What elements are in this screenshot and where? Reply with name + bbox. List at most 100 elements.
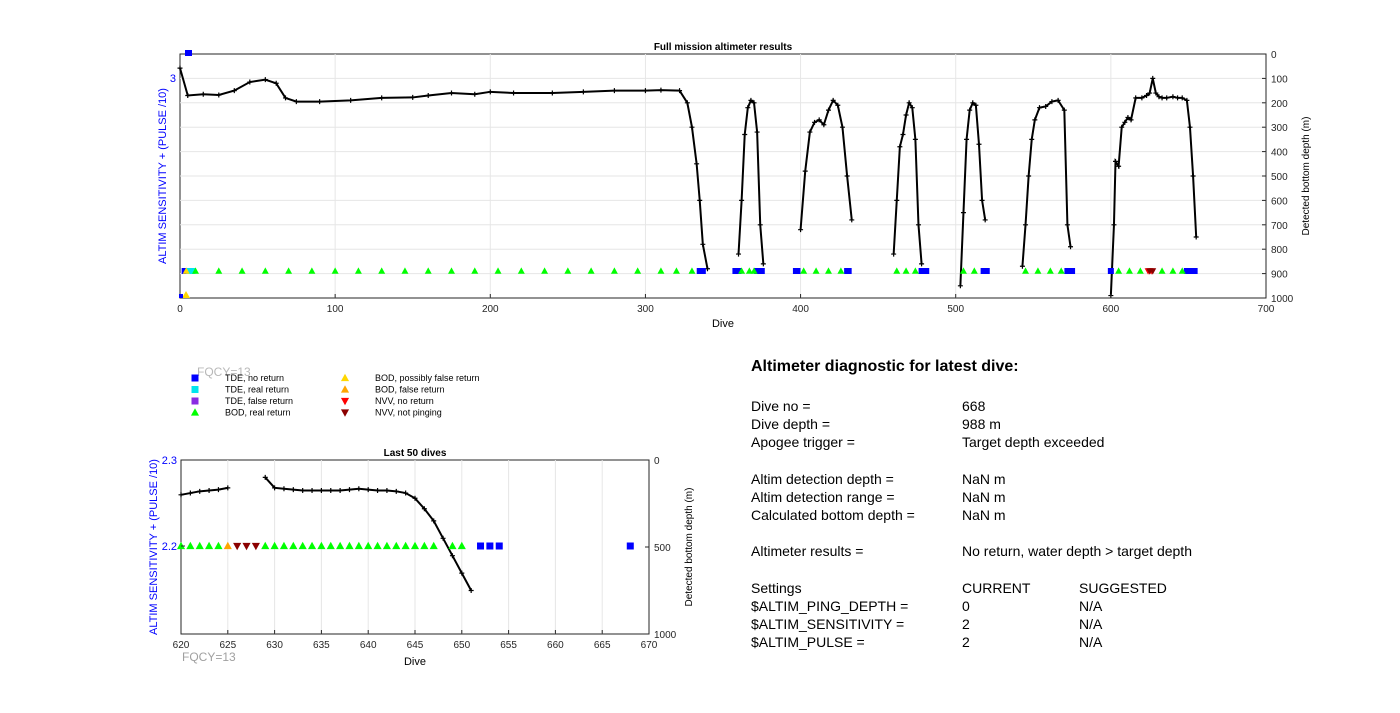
depth-point (760, 261, 766, 267)
bod-real-return-marker (354, 267, 362, 274)
depth-point (421, 506, 427, 512)
depth-point (318, 487, 324, 493)
ping-depth-suggested: N/A (1079, 597, 1103, 614)
tde-no-return-marker (735, 268, 742, 274)
depth-point (1128, 117, 1134, 123)
bod-real-return-marker (1115, 267, 1123, 274)
depth-point (1116, 163, 1122, 169)
bod-real-return-marker (429, 541, 438, 550)
bod-real-return-marker (401, 541, 410, 550)
bod-real-return-marker (289, 541, 298, 550)
depth-point (293, 99, 299, 105)
depth-point (830, 97, 836, 103)
depth-point (549, 90, 555, 96)
depth-point (982, 217, 988, 223)
tde-no-return-marker (626, 542, 634, 550)
depth-point (973, 102, 979, 108)
ping-depth-row: $ALTIM_PING_DEPTH = 0 N/A (751, 597, 1371, 615)
sensitivity-suggested: N/A (1079, 615, 1103, 632)
altimeter-diagnostic-panel: Altimeter diagnostic for latest dive: Di… (751, 358, 1371, 651)
depth-point (700, 241, 706, 247)
x-tick-label: 500 (947, 304, 964, 315)
depth-point (897, 144, 903, 150)
depth-point (468, 588, 474, 593)
depth-point (1150, 75, 1156, 81)
tde-real-return-legend-icon (191, 386, 199, 393)
depth-point (957, 283, 963, 289)
depth-point (384, 487, 390, 493)
bod-real-return-legend-icon (190, 408, 200, 416)
nvv-not-pinging-marker (233, 542, 242, 551)
bod-real-return-marker (186, 541, 195, 550)
bod-real-return-marker (326, 541, 335, 550)
bod-real-return-marker (448, 541, 457, 550)
legend-label: TDE, false return (225, 396, 293, 406)
legend: FQCY=13 TDE, no return TDE, real returnTD… (190, 365, 480, 418)
bod-real-return-marker (448, 267, 455, 274)
bod-real-return-marker (1178, 267, 1186, 274)
current-header: CURRENT (962, 579, 1031, 596)
bod-real-return-marker (420, 541, 429, 550)
x-tick-label: 300 (637, 304, 654, 315)
tde-no-return-marker (845, 268, 852, 274)
tde-real-return-marker (189, 268, 196, 274)
bod-real-return-marker (205, 541, 214, 550)
depth-point (915, 222, 921, 228)
x-tick-label: 100 (327, 304, 344, 315)
y-tick-label: 900 (1271, 270, 1288, 281)
x-tick-label: 665 (594, 640, 611, 651)
apogee-label: Apogee trigger = (751, 434, 855, 450)
depth-point (459, 570, 465, 576)
diagnostic-title: Altimeter diagnostic for latest dive: (751, 358, 1019, 375)
bod-real-return-marker (317, 541, 326, 550)
depth-point (1153, 90, 1159, 96)
bottom-chart-title: Last 50 dives (384, 448, 447, 459)
detection-depth-row: Altim detection depth = NaN m (751, 470, 1371, 488)
dive-depth-value: 988 m (962, 416, 1001, 432)
depth-point (1125, 114, 1131, 120)
depth-point (976, 141, 982, 147)
bod-real-return-marker (812, 267, 820, 274)
depth-point (272, 485, 278, 491)
bod-real-return-marker (471, 267, 479, 274)
top-left-corner-square (185, 50, 192, 56)
ping-depth-current: 0 (962, 597, 970, 614)
depth-point (282, 95, 288, 101)
bod-real-return-marker (345, 541, 354, 550)
apogee-value: Target depth exceeded (962, 434, 1105, 450)
y-tick-label: 200 (1271, 99, 1288, 110)
depth-point (906, 100, 912, 106)
depth-point (751, 100, 757, 106)
bod-real-return-marker (1169, 267, 1177, 274)
dive-depth-row: Dive depth = 988 m (751, 415, 1371, 433)
tde-no-return-marker (758, 268, 765, 274)
nvv-not-pinging-marker (251, 542, 260, 551)
depth-point (410, 94, 416, 100)
settings-label: Settings (751, 579, 802, 596)
nvv-not-pinging-marker (242, 542, 251, 551)
bod-real-return-marker (1125, 267, 1133, 274)
detection-depth-label: Altim detection depth = (751, 470, 894, 487)
x-tick-label: 655 (500, 640, 517, 651)
depth-point (375, 487, 381, 493)
depth-point (1179, 95, 1185, 101)
tde-no-return-marker (1191, 268, 1198, 274)
depth-point (273, 80, 279, 86)
bod-real-return-marker (911, 267, 919, 274)
detection-range-label: Altim detection range = (751, 488, 895, 505)
bod-real-return-marker (382, 541, 391, 550)
bod-real-return-marker (657, 267, 665, 274)
bod-real-return-marker (738, 267, 746, 274)
depth-point (356, 486, 362, 492)
x-tick-label: 635 (313, 640, 330, 651)
dive-depth-label: Dive depth = (751, 416, 830, 432)
depth-point (835, 102, 841, 108)
bod-real-return-marker (587, 267, 595, 274)
top-x-axis-label: Dive (712, 318, 734, 330)
sensitivity-label: $ALTIM_SENSITIVITY = (751, 615, 905, 632)
depth-point (754, 129, 760, 135)
y-tick-label: 500 (654, 543, 671, 554)
depth-point (816, 117, 822, 123)
depth-point (1164, 95, 1170, 101)
tde-no-return-marker (1107, 268, 1114, 274)
